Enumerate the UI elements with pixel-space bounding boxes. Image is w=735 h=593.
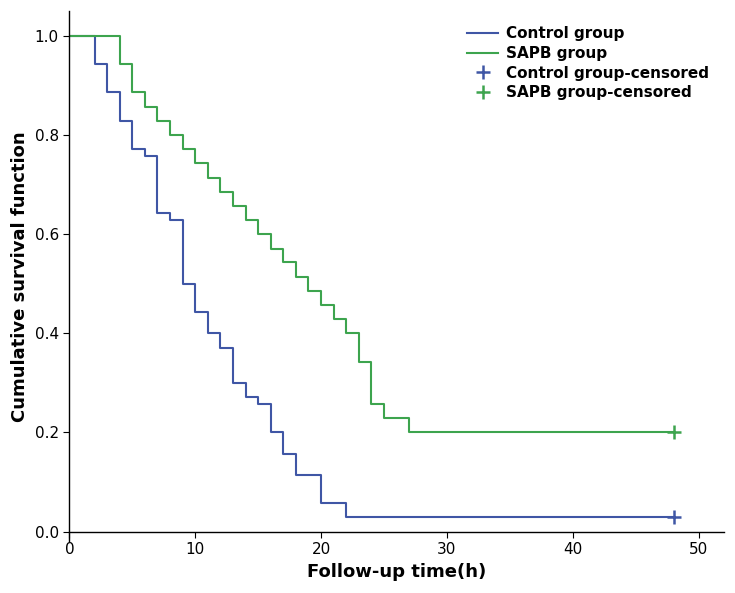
Legend: Control group, SAPB group, Control group-censored, SAPB group-censored: Control group, SAPB group, Control group…	[460, 19, 716, 108]
Y-axis label: Cumulative survival function: Cumulative survival function	[11, 131, 29, 422]
X-axis label: Follow-up time(h): Follow-up time(h)	[307, 563, 487, 581]
